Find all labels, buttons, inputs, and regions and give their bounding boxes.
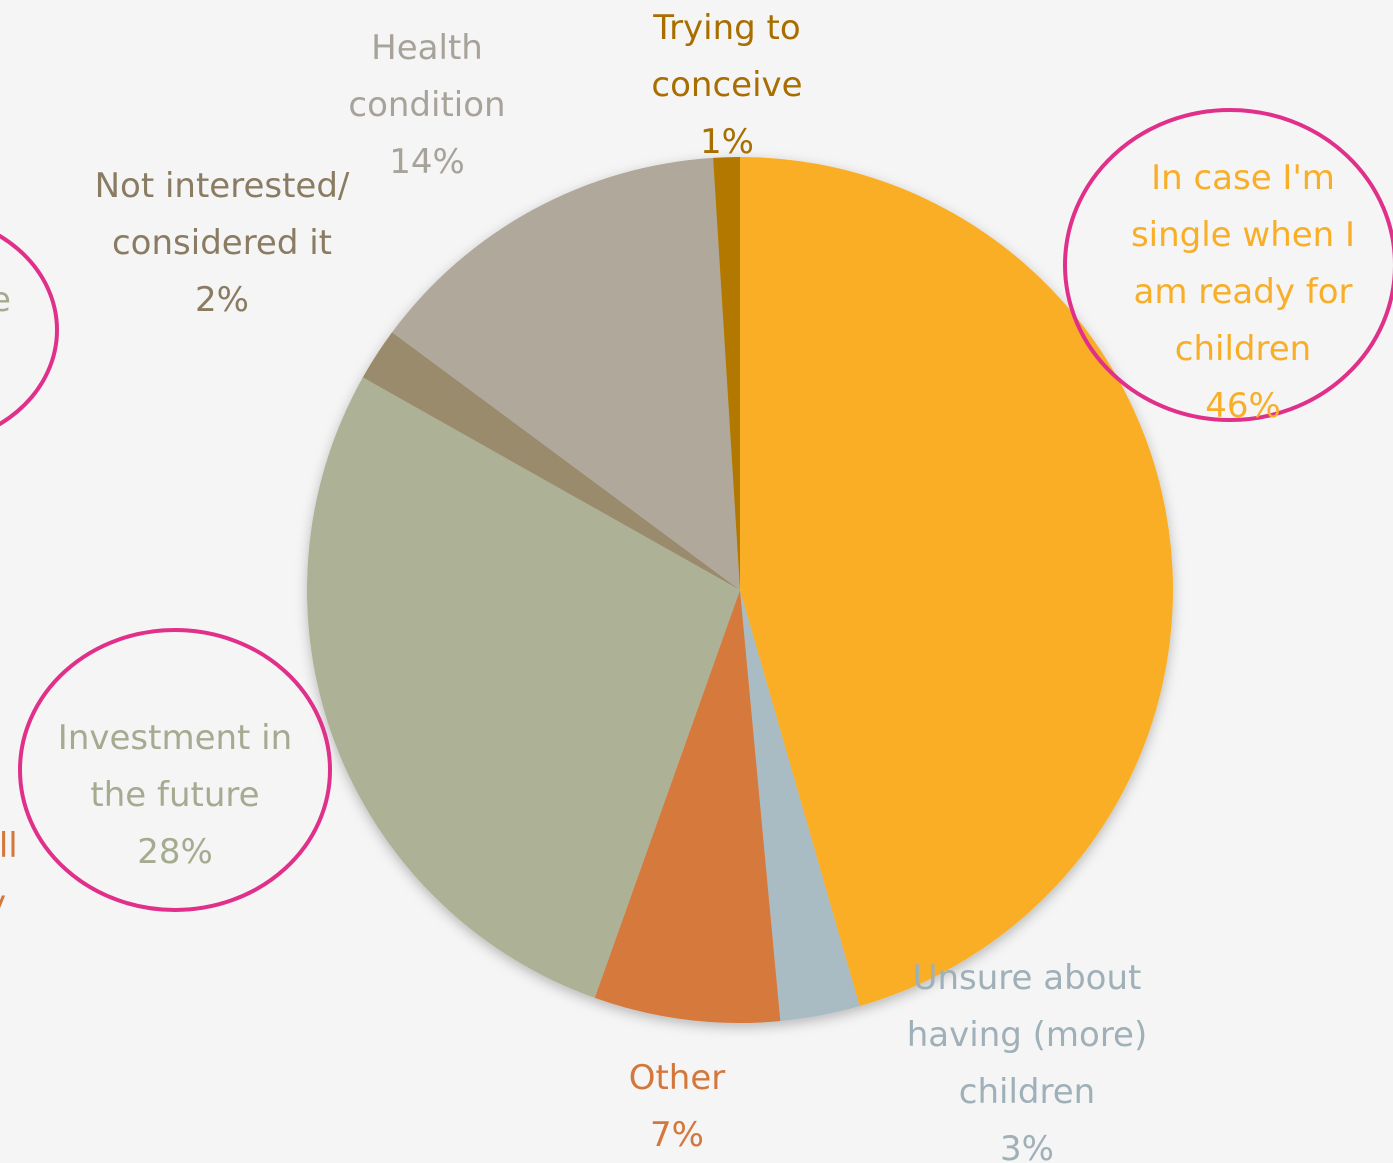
slice-label: Investment in the future 28% — [30, 710, 320, 881]
highlight-circle — [18, 628, 332, 912]
category-name: In case I'm single when I am ready for c… — [1130, 158, 1356, 369]
category-name: Health condition — [348, 28, 506, 125]
highlight-circle — [0, 233, 59, 427]
pie-slice — [740, 157, 1173, 1007]
slice-label: Unsure about having (more) children 3% — [877, 950, 1177, 1163]
category-name: Investment in the future — [57, 718, 293, 815]
cut-off-label: all — [0, 826, 18, 866]
slice-label: Not interested/ considered it 2% — [77, 158, 367, 329]
pie-slice — [362, 332, 740, 590]
value-label: 2% — [195, 280, 249, 320]
slice-label: Other 7% — [577, 1050, 777, 1163]
category-name: Not interested/ considered it — [94, 166, 350, 263]
slice-label: In case I'm single when I am ready for c… — [1108, 150, 1378, 435]
pie-slice — [740, 590, 860, 1022]
category-name: Other — [628, 1058, 726, 1098]
value-label: 7% — [650, 1115, 704, 1155]
pie-slice — [392, 157, 740, 591]
pie — [306, 157, 1173, 1023]
cut-off-label: e — [0, 280, 11, 320]
value-label: 28% — [137, 832, 213, 872]
category-name: Unsure about having (more) children — [906, 958, 1148, 1112]
slice-label: Trying to conceive 1% — [627, 0, 827, 171]
category-name: Trying to conceive — [651, 8, 803, 105]
highlight-circle — [1063, 108, 1393, 422]
cut-off-label: y — [0, 875, 6, 932]
value-label: 46% — [1205, 386, 1281, 426]
value-label: 1% — [700, 122, 754, 162]
pie-slice — [306, 377, 740, 998]
pie-slice — [713, 157, 740, 590]
pie-slice — [594, 590, 781, 1023]
value-label: 3% — [1000, 1129, 1054, 1163]
value-label: 14% — [389, 142, 465, 182]
slice-label: Health condition 14% — [317, 20, 537, 191]
